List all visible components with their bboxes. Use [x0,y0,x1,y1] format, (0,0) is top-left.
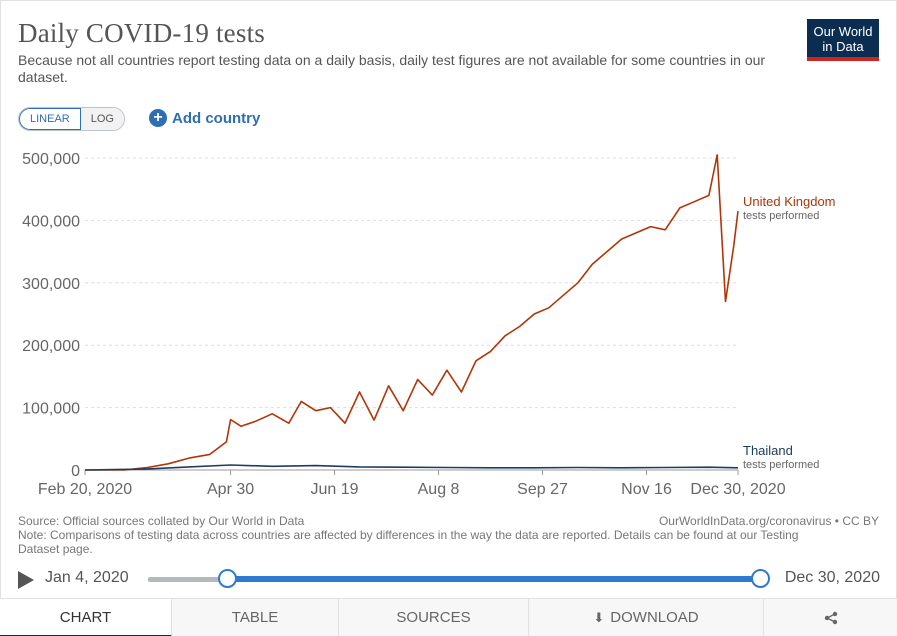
series-line-thailand[interactable] [84,464,739,471]
y-tick-label: 400,000 [22,213,80,230]
x-tick-label: Jun 19 [311,481,359,498]
series-label-sublabel: tests performed [743,210,819,222]
x-tick-label: Nov 16 [621,481,672,498]
chart-source: Source: Official sources collated by Our… [18,514,878,556]
download-icon: ⬇ [593,610,605,625]
timeline-end-label: Dec 30, 2020 [784,569,880,586]
series-label-name: United Kingdom [743,194,836,209]
x-tick-label: Apr 30 [207,481,254,498]
series-lines [84,154,739,471]
x-tick-label: Aug 8 [418,481,460,498]
play-icon[interactable] [18,571,34,589]
tab-sources[interactable]: SOURCES [339,599,529,636]
line-chart: 0 100,000 200,000 300,000 400,000 500,000 Feb… [22,151,836,498]
credit-link[interactable]: OurWorldInData.org/coronavirus • CC BY [658,514,879,528]
series-label-name: Thailand [743,443,793,458]
tab-share[interactable] [764,599,897,636]
x-axis-ticks: Feb 20, 2020 Apr 30 Jun 19 Aug 8 Sep 27 Nov 1… [38,470,786,498]
y-tick-label: 100,000 [22,401,80,418]
grid-lines [85,157,738,471]
x-tick-label: Sep 27 [517,481,568,498]
timeline-start-handle[interactable] [218,569,237,588]
tab-chart-label: CHART [59,609,112,626]
timeline-selected-range[interactable] [228,576,761,582]
bottom-tab-bar: CHART TABLE SOURCES ⬇ DOWNLOAD [0,598,897,636]
tab-download[interactable]: ⬇ DOWNLOAD [529,599,764,636]
note-text: Note: Comparisons of testing data across… [18,528,799,556]
y-axis-ticks: 0 100,000 200,000 300,000 400,000 500,000 [22,151,80,480]
log-scale-button[interactable]: LOG [80,108,124,130]
share-icon [824,611,837,625]
timeline-track[interactable] [148,577,228,582]
add-country-label: Add country [172,109,261,127]
tab-chart[interactable]: CHART [0,599,172,636]
tab-table-label: TABLE [231,609,279,626]
logo-line-1: Our World [813,24,873,39]
series-line-united-kingdom[interactable] [85,154,739,471]
chart-title: Daily COVID-19 tests [18,18,265,48]
linear-scale-button[interactable]: LINEAR [19,108,81,130]
chart-subtitle: Because not all countries report testing… [18,52,766,85]
x-tick-label: Dec 30, 2020 [690,481,785,498]
timeline-slider: Jan 4, 2020 Dec 30, 2020 [18,568,880,590]
tab-table[interactable]: TABLE [172,599,339,636]
add-country-button[interactable]: + Add country [149,109,260,127]
y-tick-label: 200,000 [22,338,80,355]
tab-sources-label: SOURCES [396,609,471,626]
y-tick-label: 0 [71,463,80,480]
y-tick-label: 300,000 [22,276,80,293]
series-label-sublabel: tests performed [743,459,819,471]
source-text: Source: Official sources collated by Our… [18,514,305,528]
tab-download-label: DOWNLOAD [610,609,699,626]
plus-circle-icon: + [149,109,167,127]
owid-logo[interactable]: Our World in Data [807,19,879,61]
scale-toggle: LINEAR LOG [18,107,125,131]
timeline-start-label: Jan 4, 2020 [45,569,129,586]
x-tick-label: Feb 20, 2020 [38,481,132,498]
y-tick-label: 500,000 [22,151,80,168]
timeline-end-handle[interactable] [751,569,770,588]
logo-line-2: in Data [822,39,864,54]
